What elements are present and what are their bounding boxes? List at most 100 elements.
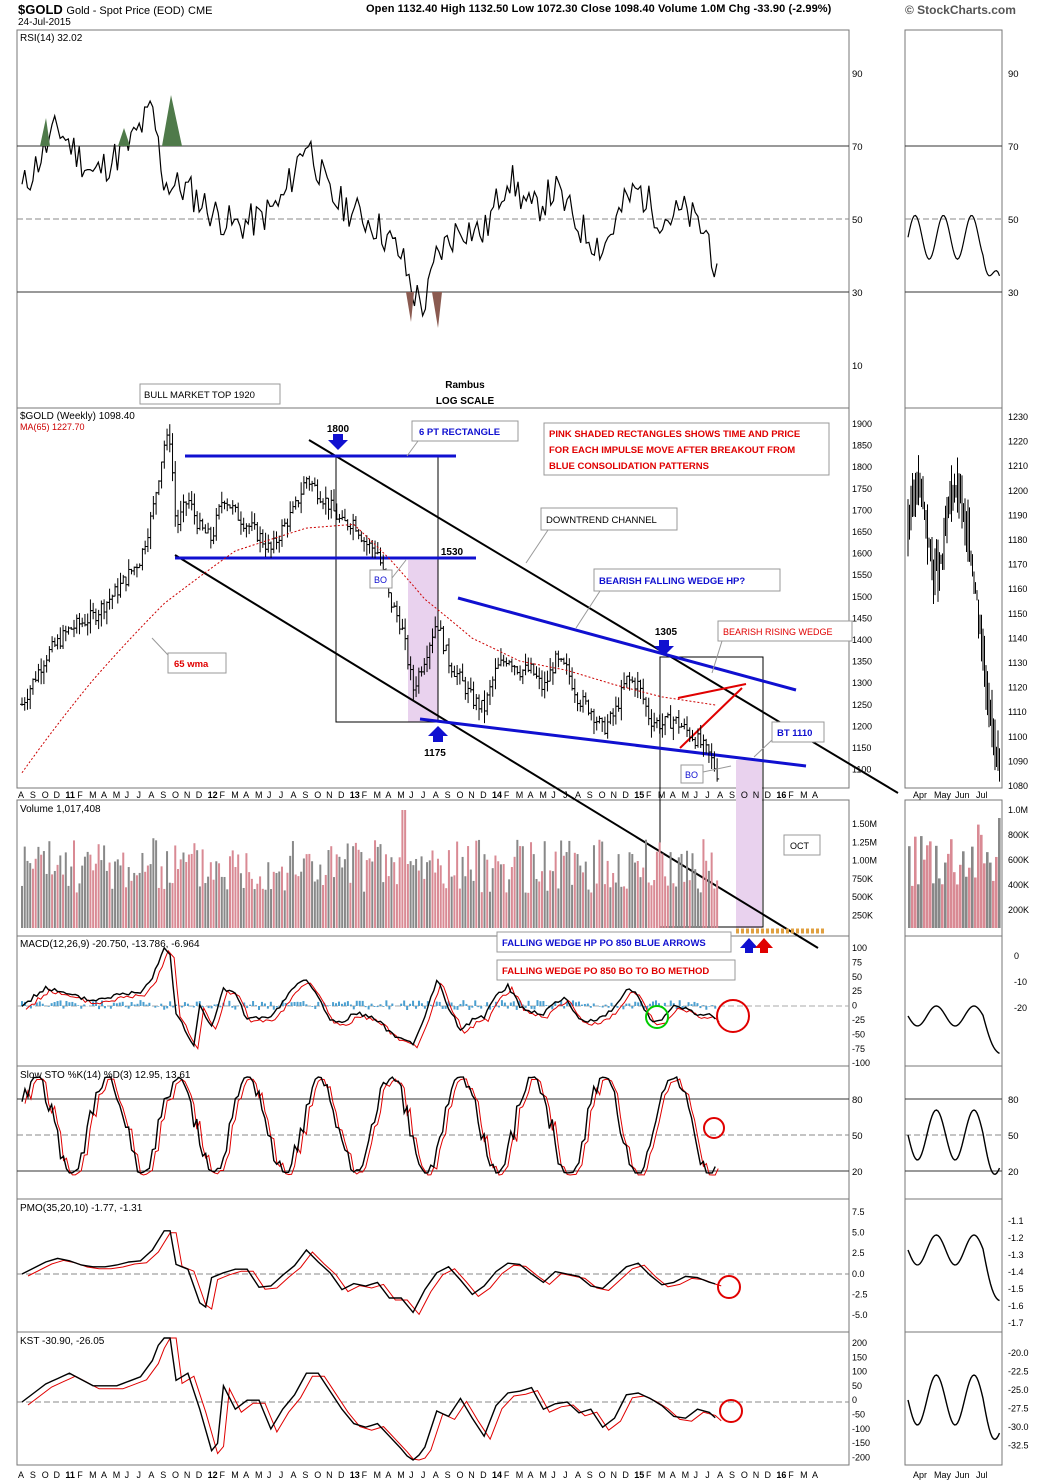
price-tick: 1350 bbox=[852, 657, 872, 667]
volume-tick: 250K bbox=[852, 911, 873, 921]
log-scale-label: LOG SCALE bbox=[436, 396, 495, 407]
price-title: $GOLD (Weekly) 1098.40 bbox=[20, 411, 135, 422]
volume-bar bbox=[579, 865, 582, 928]
volume-bar bbox=[571, 884, 574, 928]
x-axis-month: J bbox=[409, 1470, 414, 1480]
macd-hist-bar bbox=[536, 1000, 539, 1006]
volume-bar bbox=[133, 872, 136, 928]
macd-hist-bar bbox=[530, 1006, 533, 1009]
kst-tick: 50 bbox=[852, 1381, 862, 1391]
macd-hist-bar bbox=[509, 1002, 512, 1006]
kst-tick: 100 bbox=[852, 1367, 867, 1377]
macd-hist-bar bbox=[332, 1002, 335, 1006]
volume-bar bbox=[160, 866, 163, 928]
price-tick: 1550 bbox=[852, 570, 872, 580]
macd-hist-bar bbox=[435, 1001, 438, 1006]
macd-hist-bar bbox=[693, 1001, 696, 1006]
macd-hist-bar bbox=[337, 1001, 340, 1006]
macd-circle bbox=[716, 999, 750, 1033]
volume-bar bbox=[592, 845, 595, 928]
macd-hist-bar bbox=[403, 1000, 406, 1006]
macd-hist-bar bbox=[59, 1000, 62, 1006]
kst-tick: 200 bbox=[852, 1338, 867, 1348]
volume-bar bbox=[119, 865, 122, 928]
volume-bar bbox=[524, 892, 527, 928]
sto-panel bbox=[16, 1065, 850, 1200]
rsi-tick: 70 bbox=[852, 142, 863, 153]
macd-hist-bar bbox=[681, 1006, 684, 1009]
volume-bar bbox=[499, 864, 502, 928]
bearish-rising-pointer bbox=[711, 640, 723, 674]
pink-note-line-2: FOR EACH IMPULSE MOVE AFTER BREAKOUT FRO… bbox=[549, 445, 795, 456]
x-axis-month: M bbox=[397, 1470, 405, 1480]
macd-hist-bar bbox=[675, 1006, 678, 1010]
pmo-tick-small: -1.4 bbox=[1008, 1267, 1024, 1277]
macd-hist-bar bbox=[622, 1006, 625, 1010]
x-axis-month: A bbox=[148, 1470, 154, 1480]
x-axis-month: 15 bbox=[634, 1470, 644, 1480]
x-axis-month: O bbox=[456, 1470, 463, 1480]
x-axis-month: A bbox=[291, 1470, 297, 1480]
rsi-tick: 30 bbox=[852, 288, 863, 299]
x-axis-month: D bbox=[196, 1470, 203, 1480]
volume-bar bbox=[72, 840, 75, 928]
volume-bar bbox=[297, 876, 300, 928]
price-tick: 1100 bbox=[852, 765, 871, 775]
label-1305: 1305 bbox=[655, 627, 678, 638]
volume-bar bbox=[590, 892, 593, 928]
x-axis-month: A bbox=[243, 790, 249, 800]
pmo-line bbox=[21, 1230, 716, 1314]
volume-bar bbox=[505, 892, 508, 928]
macd-hist-bar bbox=[260, 1001, 263, 1006]
volume-bar bbox=[491, 868, 494, 928]
x-axis-month: 14 bbox=[492, 1470, 502, 1480]
volume-bar bbox=[384, 854, 387, 928]
price-tick-small: 1130 bbox=[1008, 658, 1027, 668]
volume-bar bbox=[40, 854, 43, 928]
bull-top-box bbox=[139, 383, 281, 405]
x-axis-month: M bbox=[658, 790, 666, 800]
downtrend-box bbox=[540, 507, 678, 531]
macd-hist-bar bbox=[340, 1003, 343, 1006]
pmo-series bbox=[21, 1230, 722, 1316]
pmo-title: PMO(35,20,10) -1.77, -1.31 bbox=[20, 1203, 143, 1214]
macd-hist-bar bbox=[415, 1006, 418, 1009]
small-volume-bar bbox=[998, 818, 1001, 928]
volume-bar bbox=[707, 870, 710, 928]
volume-bar bbox=[551, 871, 554, 928]
macd-hist-bar bbox=[533, 1006, 536, 1010]
volume-bar bbox=[439, 865, 442, 928]
volume-bar bbox=[89, 854, 92, 928]
volume-bar bbox=[283, 890, 286, 928]
x-axis-month: M bbox=[255, 1470, 263, 1480]
macd-hist-bar bbox=[195, 1001, 198, 1006]
volume-bar bbox=[625, 888, 628, 928]
macd-hist-bar bbox=[213, 1004, 216, 1006]
volume-bar bbox=[497, 861, 500, 928]
macd-hist-bar bbox=[376, 1006, 379, 1008]
x-axis-month: M bbox=[374, 1470, 382, 1480]
volume-bar bbox=[305, 854, 308, 928]
macd-hist-bar bbox=[100, 1000, 103, 1006]
x-axis-month: S bbox=[729, 790, 735, 800]
x-axis-month: D bbox=[338, 790, 345, 800]
volume-bar bbox=[382, 882, 385, 928]
price-tick: 1150 bbox=[852, 743, 871, 753]
x-axis-month: A bbox=[18, 790, 24, 800]
ma-title: MA(65) 1227.70 bbox=[20, 422, 85, 432]
volume-bar bbox=[631, 853, 634, 928]
stockcharts-logo: © StockCharts.com bbox=[905, 3, 1016, 17]
volume-bar bbox=[620, 886, 623, 928]
kst-circle bbox=[719, 1399, 743, 1423]
volume-bar bbox=[573, 852, 576, 928]
volume-bar bbox=[371, 861, 374, 928]
macd-hist-bar bbox=[290, 1002, 293, 1006]
x-axis-month: 12 bbox=[208, 1470, 218, 1480]
volume-tick: 1.00M bbox=[852, 856, 877, 866]
x-axis-month: S bbox=[30, 790, 36, 800]
x-axis-month: A bbox=[812, 1470, 818, 1480]
volume-bar bbox=[634, 862, 637, 928]
macd-green-circle bbox=[645, 1005, 669, 1029]
macd-hist-bar bbox=[299, 1002, 302, 1006]
x-axis-month-small: Jul bbox=[976, 790, 988, 800]
